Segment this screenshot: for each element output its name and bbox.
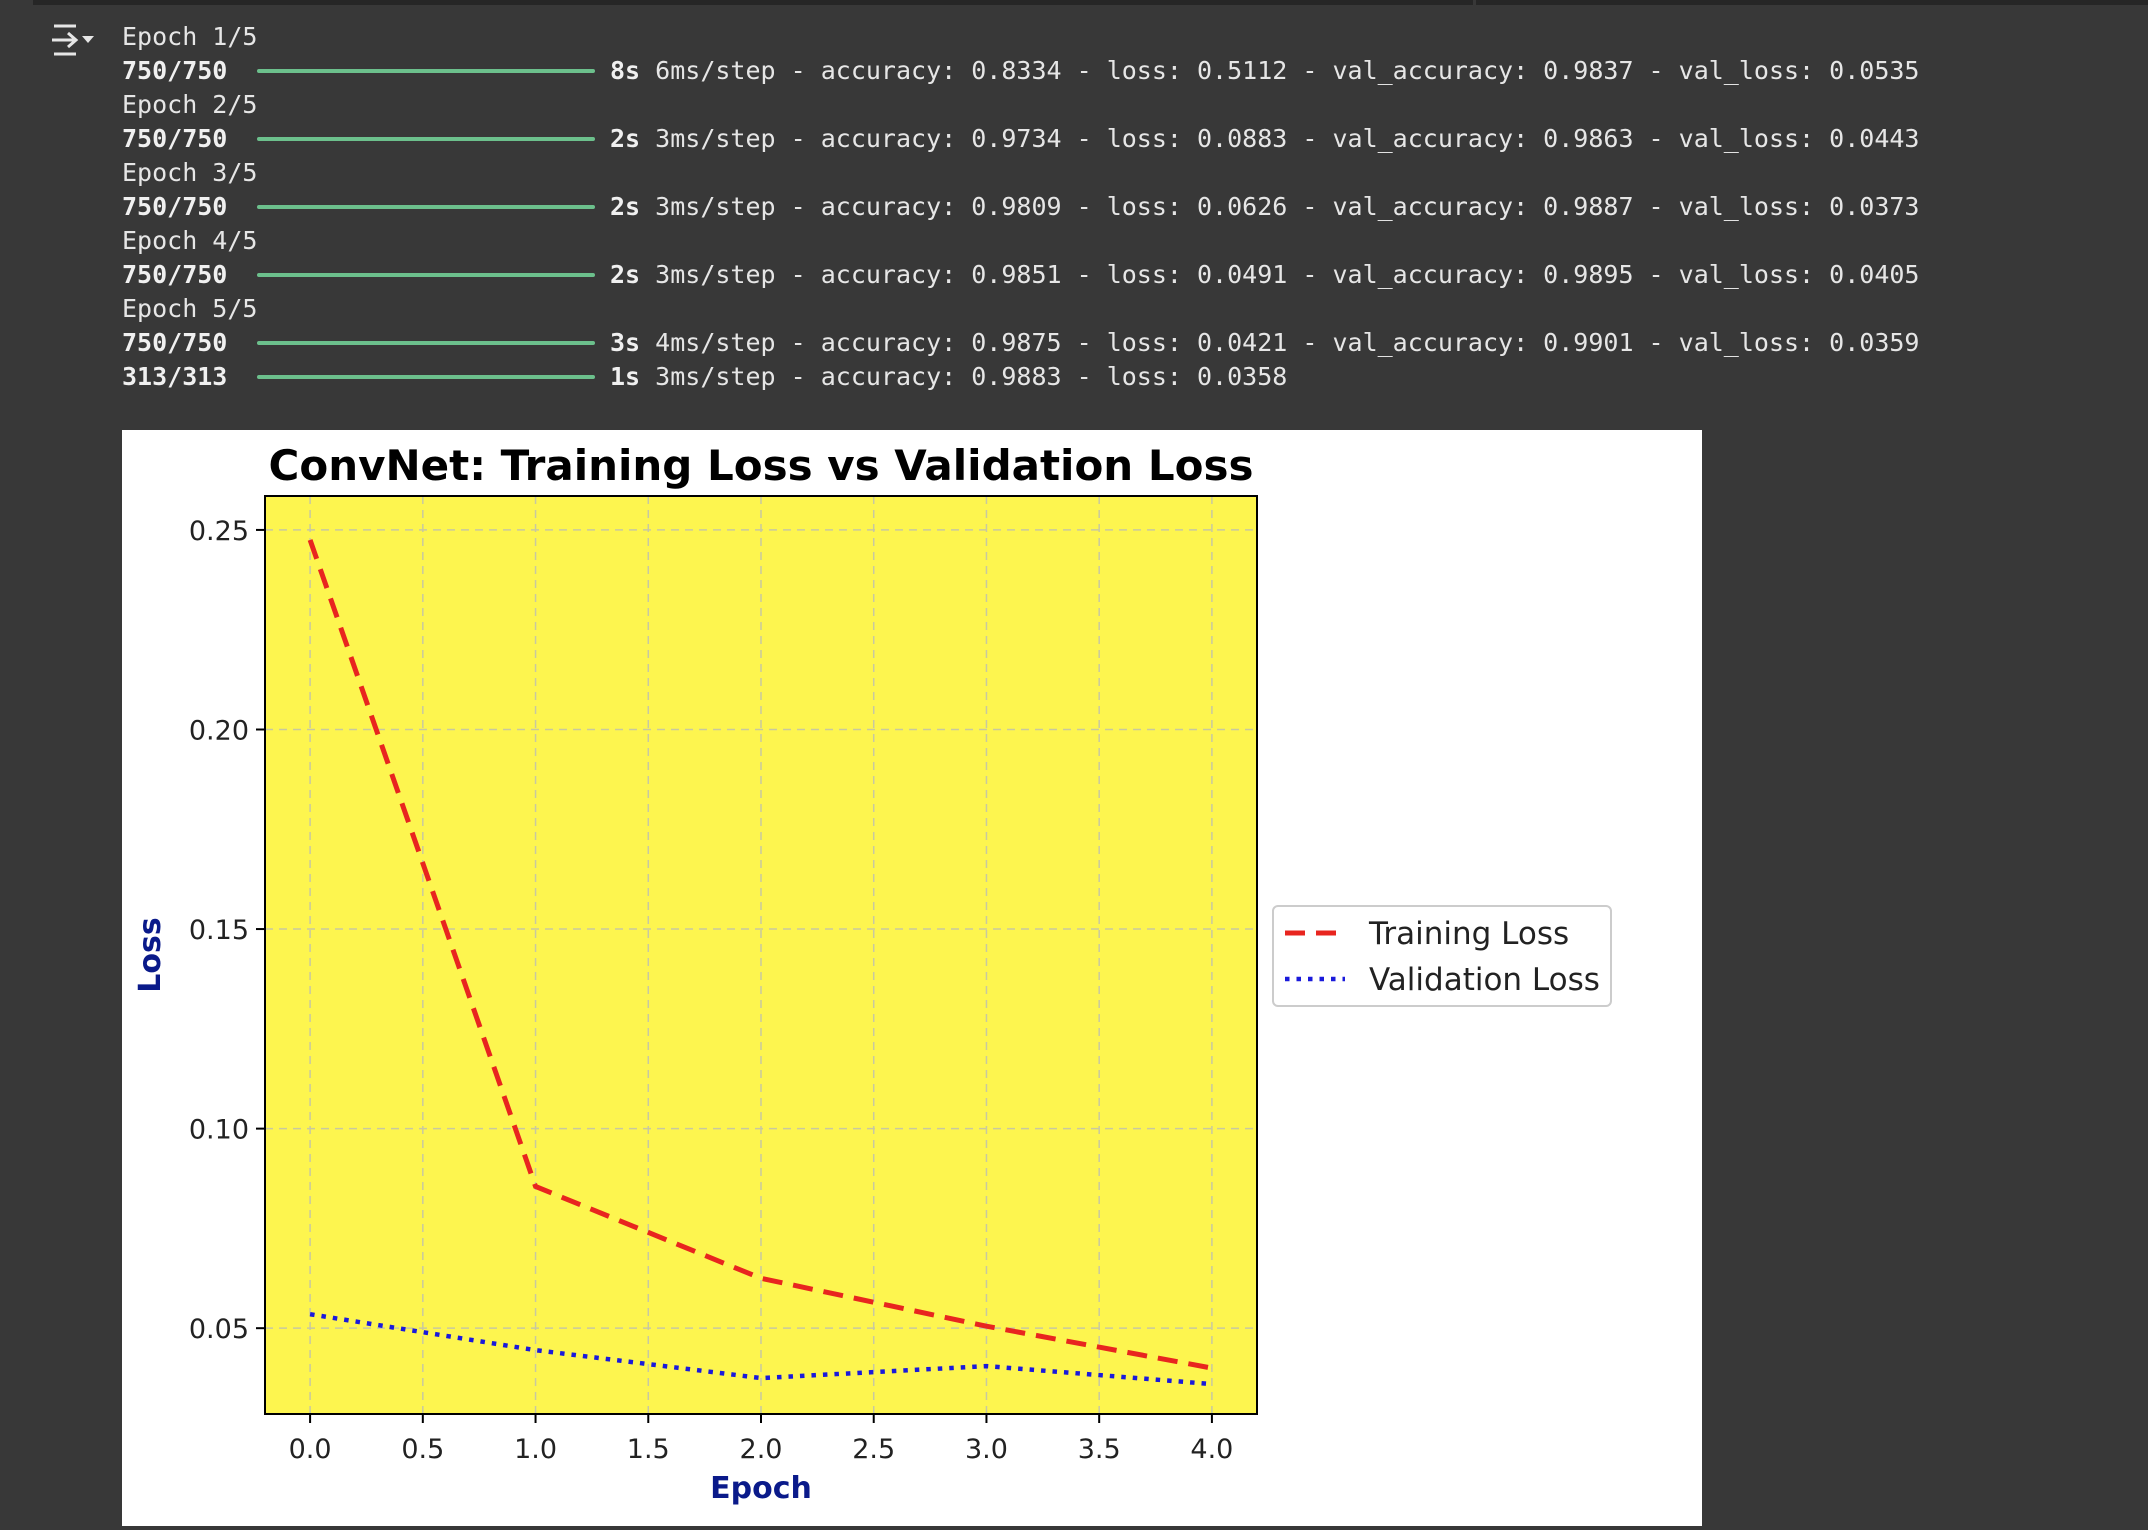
progress-bar (257, 273, 595, 277)
x-tick-label: 4.0 (1190, 1434, 1233, 1465)
step-count: 750/750 (122, 260, 227, 289)
x-tick-label: 1.0 (514, 1434, 557, 1465)
epoch-header: Epoch 4/5 (122, 224, 257, 258)
step-metrics: 3s 4ms/step - accuracy: 0.9875 - loss: 0… (610, 326, 1919, 360)
legend-label: Validation Loss (1369, 962, 1600, 998)
step-metrics: 1s 3ms/step - accuracy: 0.9883 - loss: 0… (610, 360, 1287, 394)
step-metrics: 2s 3ms/step - accuracy: 0.9809 - loss: 0… (610, 190, 1919, 224)
x-tick-label: 3.0 (965, 1434, 1008, 1465)
x-tick-label: 2.5 (852, 1434, 895, 1465)
step-count: 313/313 (122, 362, 227, 391)
cell-top-border (33, 0, 1473, 5)
y-tick-label: 0.20 (189, 715, 249, 746)
epoch-header: Epoch 1/5 (122, 20, 257, 54)
step-metrics: 2s 3ms/step - accuracy: 0.9734 - loss: 0… (610, 122, 1919, 156)
x-tick-label: 0.0 (289, 1434, 332, 1465)
step-count: 750/750 (122, 328, 227, 357)
step-count: 750/750 (122, 124, 227, 153)
epoch-header: Epoch 3/5 (122, 156, 257, 190)
y-tick-label: 0.10 (189, 1115, 249, 1146)
step-time: 1s (610, 362, 640, 391)
epoch-header: Epoch 5/5 (122, 292, 257, 326)
progress-bar (257, 137, 595, 141)
cell-top-border-right (1476, 0, 2148, 5)
epoch-header: Epoch 2/5 (122, 88, 257, 122)
step-time: 2s (610, 192, 640, 221)
x-axis-label: Epoch (710, 1471, 812, 1506)
x-tick-label: 1.5 (627, 1434, 670, 1465)
x-tick-label: 3.5 (1078, 1434, 1121, 1465)
progress-bar (257, 341, 595, 345)
step-metrics: 8s 6ms/step - accuracy: 0.8334 - loss: 0… (610, 54, 1919, 88)
y-tick-label: 0.15 (189, 915, 249, 946)
step-metrics: 2s 3ms/step - accuracy: 0.9851 - loss: 0… (610, 258, 1919, 292)
chart-title: ConvNet: Training Loss vs Validation Los… (269, 441, 1254, 490)
x-tick-label: 0.5 (401, 1434, 444, 1465)
y-tick-label: 0.25 (189, 516, 249, 547)
y-axis-label: Loss (133, 917, 168, 992)
x-tick-label: 2.0 (740, 1434, 783, 1465)
progress-bar (257, 205, 595, 209)
progress-bar (257, 375, 595, 379)
step-time: 8s (610, 56, 640, 85)
step-time: 3s (610, 328, 640, 357)
plot-area (265, 496, 1257, 1414)
step-time: 2s (610, 124, 640, 153)
loss-chart: 0.0 0.5 1.0 1.5 2.0 2.5 3.0 3.5 4.0 0.05 0.10 0.15 0… (122, 430, 1702, 1526)
legend-label: Training Loss (1368, 916, 1569, 952)
step-count: 750/750 (122, 192, 227, 221)
output-collapse-icon[interactable] (50, 22, 96, 60)
plot-image: 0.0 0.5 1.0 1.5 2.0 2.5 3.0 3.5 4.0 0.05 0.10 0.15 0… (122, 430, 1702, 1526)
step-time: 2s (610, 260, 640, 289)
step-count: 750/750 (122, 56, 227, 85)
y-tick-label: 0.05 (189, 1314, 249, 1345)
progress-bar (257, 69, 595, 73)
